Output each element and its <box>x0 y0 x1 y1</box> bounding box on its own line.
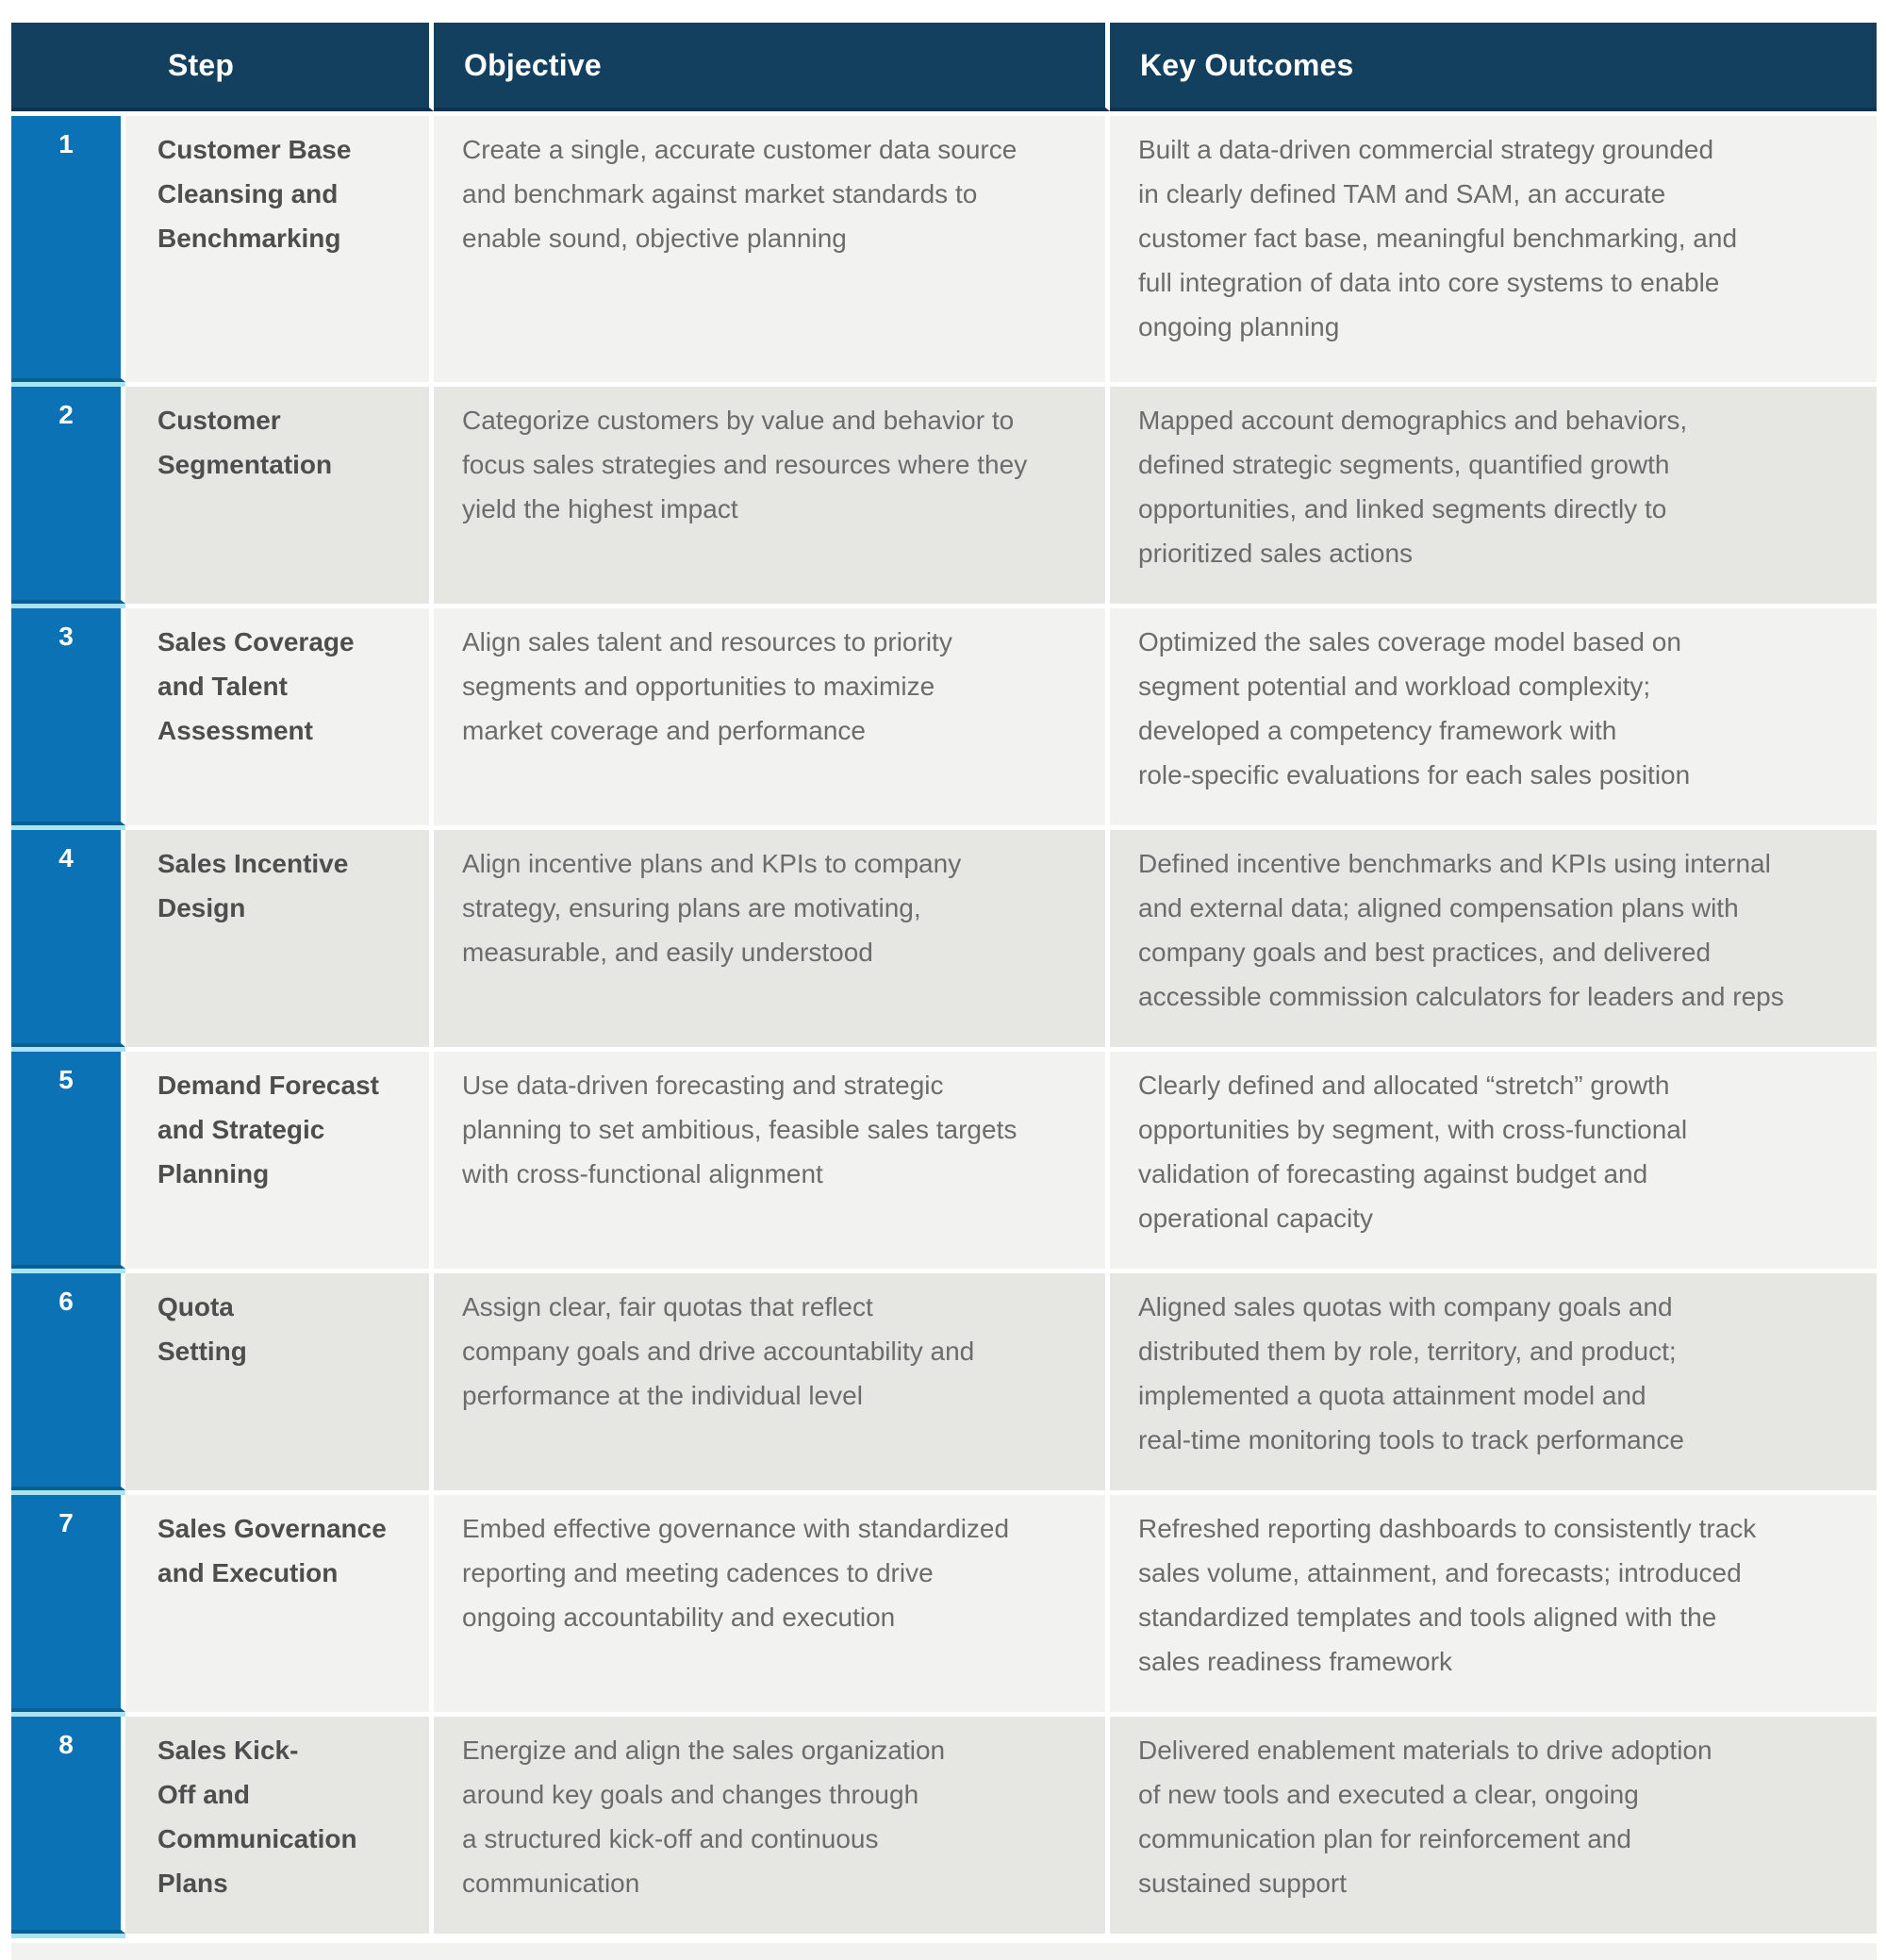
step-number: 6 <box>11 1273 125 1490</box>
column-header-objective: Objective <box>434 23 1110 111</box>
step-name: Sales Incentive Design <box>125 830 434 1047</box>
step-number: 2 <box>11 387 125 604</box>
outcomes-cell: Aligned sales quotas with company goals … <box>1110 1273 1877 1490</box>
objective-cell: Energize and align the sales organizatio… <box>434 1717 1110 1934</box>
step-name: Sales Kick- Off and Communication Plans <box>125 1717 434 1934</box>
table-bottom-edge <box>11 1943 1877 1960</box>
outcomes-cell: Optimized the sales coverage model based… <box>1110 608 1877 825</box>
step-name: Demand Forecast and Strategic Planning <box>125 1052 434 1269</box>
objective-cell: Align sales talent and resources to prio… <box>434 608 1110 825</box>
step-number: 3 <box>11 608 125 825</box>
outcomes-cell: Clearly defined and allocated “stretch” … <box>1110 1052 1877 1269</box>
outcomes-cell: Delivered enablement materials to drive … <box>1110 1717 1877 1934</box>
step-number: 4 <box>11 830 125 1047</box>
step-number: 8 <box>11 1717 125 1934</box>
step-name: Sales Coverage and Talent Assessment <box>125 608 434 825</box>
process-table: Step Objective Key Outcomes 1 Customer B… <box>11 23 1877 1934</box>
column-header-step: Step <box>11 23 434 111</box>
step-number: 5 <box>11 1052 125 1269</box>
outcomes-cell: Defined incentive benchmarks and KPIs us… <box>1110 830 1877 1047</box>
objective-cell: Create a single, accurate customer data … <box>434 116 1110 382</box>
step-name: Customer Base Cleansing and Benchmarking <box>125 116 434 382</box>
step-name: Quota Setting <box>125 1273 434 1490</box>
step-name: Customer Segmentation <box>125 387 434 604</box>
step-name: Sales Governance and Execution <box>125 1495 434 1712</box>
objective-cell: Use data-driven forecasting and strategi… <box>434 1052 1110 1269</box>
objective-cell: Embed effective governance with standard… <box>434 1495 1110 1712</box>
step-number: 1 <box>11 116 125 382</box>
column-header-outcomes: Key Outcomes <box>1110 23 1877 111</box>
outcomes-cell: Refreshed reporting dashboards to consis… <box>1110 1495 1877 1712</box>
objective-cell: Assign clear, fair quotas that reflect c… <box>434 1273 1110 1490</box>
step-number: 7 <box>11 1495 125 1712</box>
outcomes-cell: Built a data-driven commercial strategy … <box>1110 116 1877 382</box>
objective-cell: Categorize customers by value and behavi… <box>434 387 1110 604</box>
outcomes-cell: Mapped account demographics and behavior… <box>1110 387 1877 604</box>
objective-cell: Align incentive plans and KPIs to compan… <box>434 830 1110 1047</box>
